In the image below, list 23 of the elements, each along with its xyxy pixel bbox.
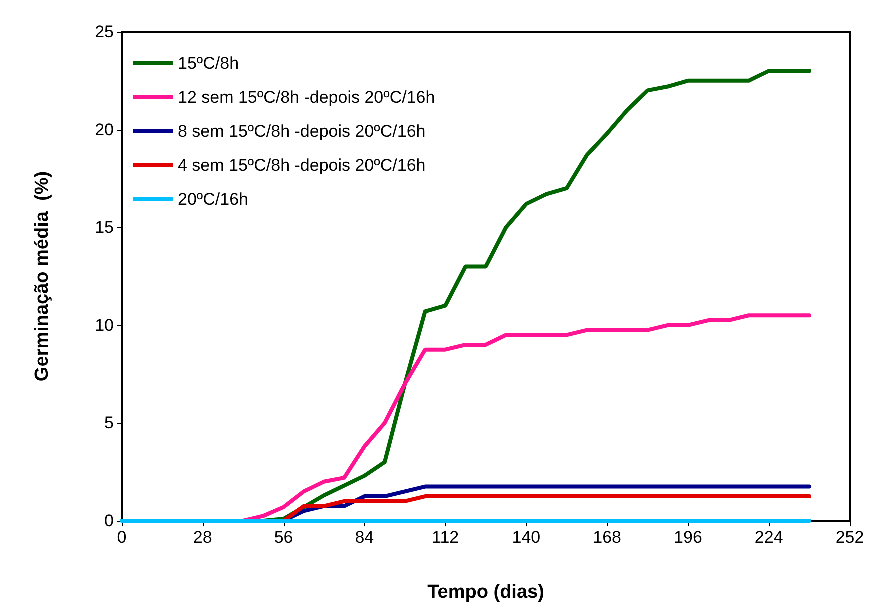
x-tick-label: 196 (674, 528, 702, 547)
legend-label: 12 sem 15ºC/8h -depois 20ºC/16h (178, 88, 436, 107)
y-tick-label: 5 (104, 414, 114, 433)
x-tick-label: 140 (512, 528, 541, 547)
x-tick-label: 56 (274, 528, 294, 547)
y-tick-label: 25 (95, 22, 114, 42)
y-tick-label: 20 (95, 120, 114, 140)
x-axis-title: Tempo (dias) (428, 582, 544, 603)
x-tick-label: 84 (355, 528, 374, 547)
y-tick-label: 15 (95, 218, 114, 238)
legend-label: 15ºC/8h (178, 54, 240, 73)
y-axis-title: Germinação média (%) (32, 171, 53, 382)
x-tick-label: 28 (193, 528, 212, 547)
x-tick-label: 168 (593, 528, 622, 547)
x-tick-label: 252 (836, 528, 864, 547)
x-tick-label: 0 (117, 528, 127, 547)
legend-label: 8 sem 15ºC/8h -depois 20ºC/16h (178, 122, 426, 141)
y-tick-label: 0 (104, 512, 114, 530)
x-tick-label: 224 (754, 528, 784, 547)
y-tick-label: 10 (95, 316, 114, 335)
x-tick-label: 112 (432, 528, 460, 547)
legend-label: 20ºC/16h (178, 190, 248, 209)
legend-label: 4 sem 15ºC/8h -depois 20ºC/16h (178, 156, 426, 175)
